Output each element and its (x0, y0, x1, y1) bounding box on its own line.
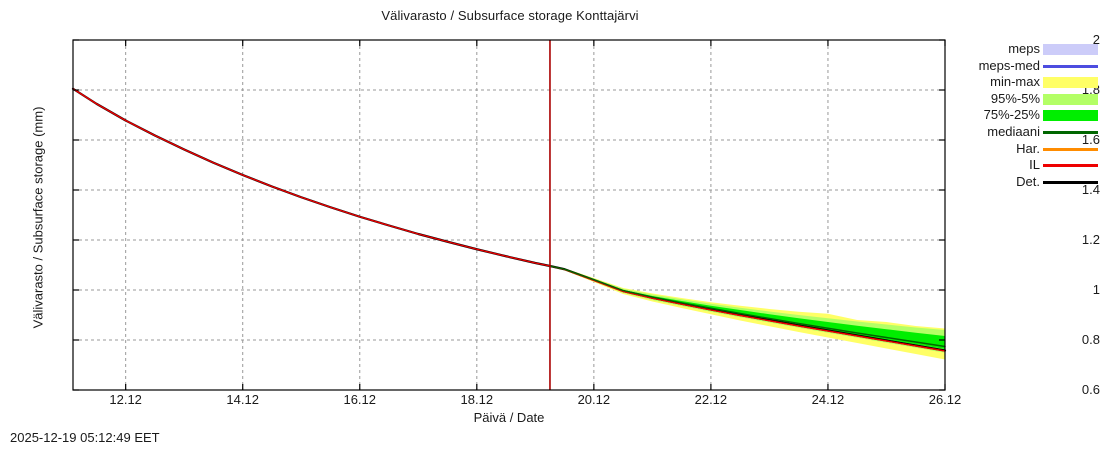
legend-item-95-5: 95%-5% (960, 91, 1100, 108)
data-series (71, 87, 947, 352)
x-tick-label: 26.12 (928, 392, 962, 407)
x-axis-title: Päivä / Date (473, 410, 545, 425)
legend-item-mediaani: mediaani (960, 124, 1100, 141)
legend-label: min-max (990, 74, 1040, 90)
x-tick-label: 12.12 (109, 392, 142, 407)
series-line-il (72, 88, 946, 352)
chart-title: Välivarasto / Subsurface storage Konttaj… (381, 8, 639, 23)
x-tick-label: 20.12 (577, 392, 611, 407)
gridlines (73, 40, 945, 390)
y-tick-label: 0.8 (1081, 332, 1100, 347)
legend-swatch (1043, 164, 1098, 168)
legend-label: meps (1008, 41, 1040, 56)
ensemble-bands (549, 265, 945, 360)
legend-swatch (1043, 44, 1098, 55)
legend-label: 95%-5% (990, 90, 1040, 106)
y-tick-label: 1 (1092, 282, 1100, 297)
legend-item-meps-med: meps-med (960, 58, 1100, 75)
timestamp-label: 2025-12-19 05:12:49 EET (10, 430, 160, 445)
chart-legend: meps meps-med min-max 95%-5% 75%-25% mediaani… (960, 41, 1100, 190)
legend-label: 75%-25% (983, 107, 1040, 123)
legend-swatch (1043, 180, 1098, 184)
legend-item-det: Det. (960, 174, 1100, 191)
legend-label: Det. (1016, 173, 1040, 189)
legend-swatch (1043, 147, 1098, 151)
band-75-25 (549, 265, 945, 349)
series-line-det (71, 87, 947, 352)
series-line-mediaani (549, 265, 946, 348)
y-tick-label: 2 (1092, 32, 1100, 47)
x-tick-label: 16.12 (343, 392, 377, 407)
legend-item-75-25: 75%-25% (960, 107, 1100, 124)
y-tick-label: 1.6 (1081, 132, 1100, 147)
plot-border (72, 39, 946, 391)
legend-swatch (1043, 93, 1098, 105)
legend-swatch (1043, 130, 1098, 134)
x-tick-label: 18.12 (460, 392, 494, 407)
legend-swatch (1043, 110, 1098, 122)
legend-label: mediaani (987, 123, 1040, 139)
legend-label: meps-med (978, 57, 1040, 73)
y-tick-label: 1.4 (1081, 182, 1100, 197)
legend-item-il: IL (960, 157, 1100, 174)
legend-swatch (1043, 64, 1098, 68)
y-axis-title: Välivarasto / Subsurface storage (mm) (30, 106, 46, 329)
x-tick-label: 24.12 (811, 392, 845, 407)
x-tick-label: 22.12 (694, 392, 728, 407)
legend-item-har: Har. (960, 141, 1100, 158)
legend-swatch (1043, 77, 1098, 89)
legend-item-min-max: min-max (960, 74, 1100, 91)
y-tick-label: 1.2 (1081, 232, 1100, 247)
x-tick-label: 14.12 (226, 392, 259, 407)
legend-item-meps: meps (960, 41, 1100, 58)
axes-frame (72, 39, 946, 391)
y-tick-label: 0.6 (1081, 382, 1100, 397)
legend-label: IL (1029, 157, 1040, 173)
legend-label: Har. (1016, 140, 1040, 156)
